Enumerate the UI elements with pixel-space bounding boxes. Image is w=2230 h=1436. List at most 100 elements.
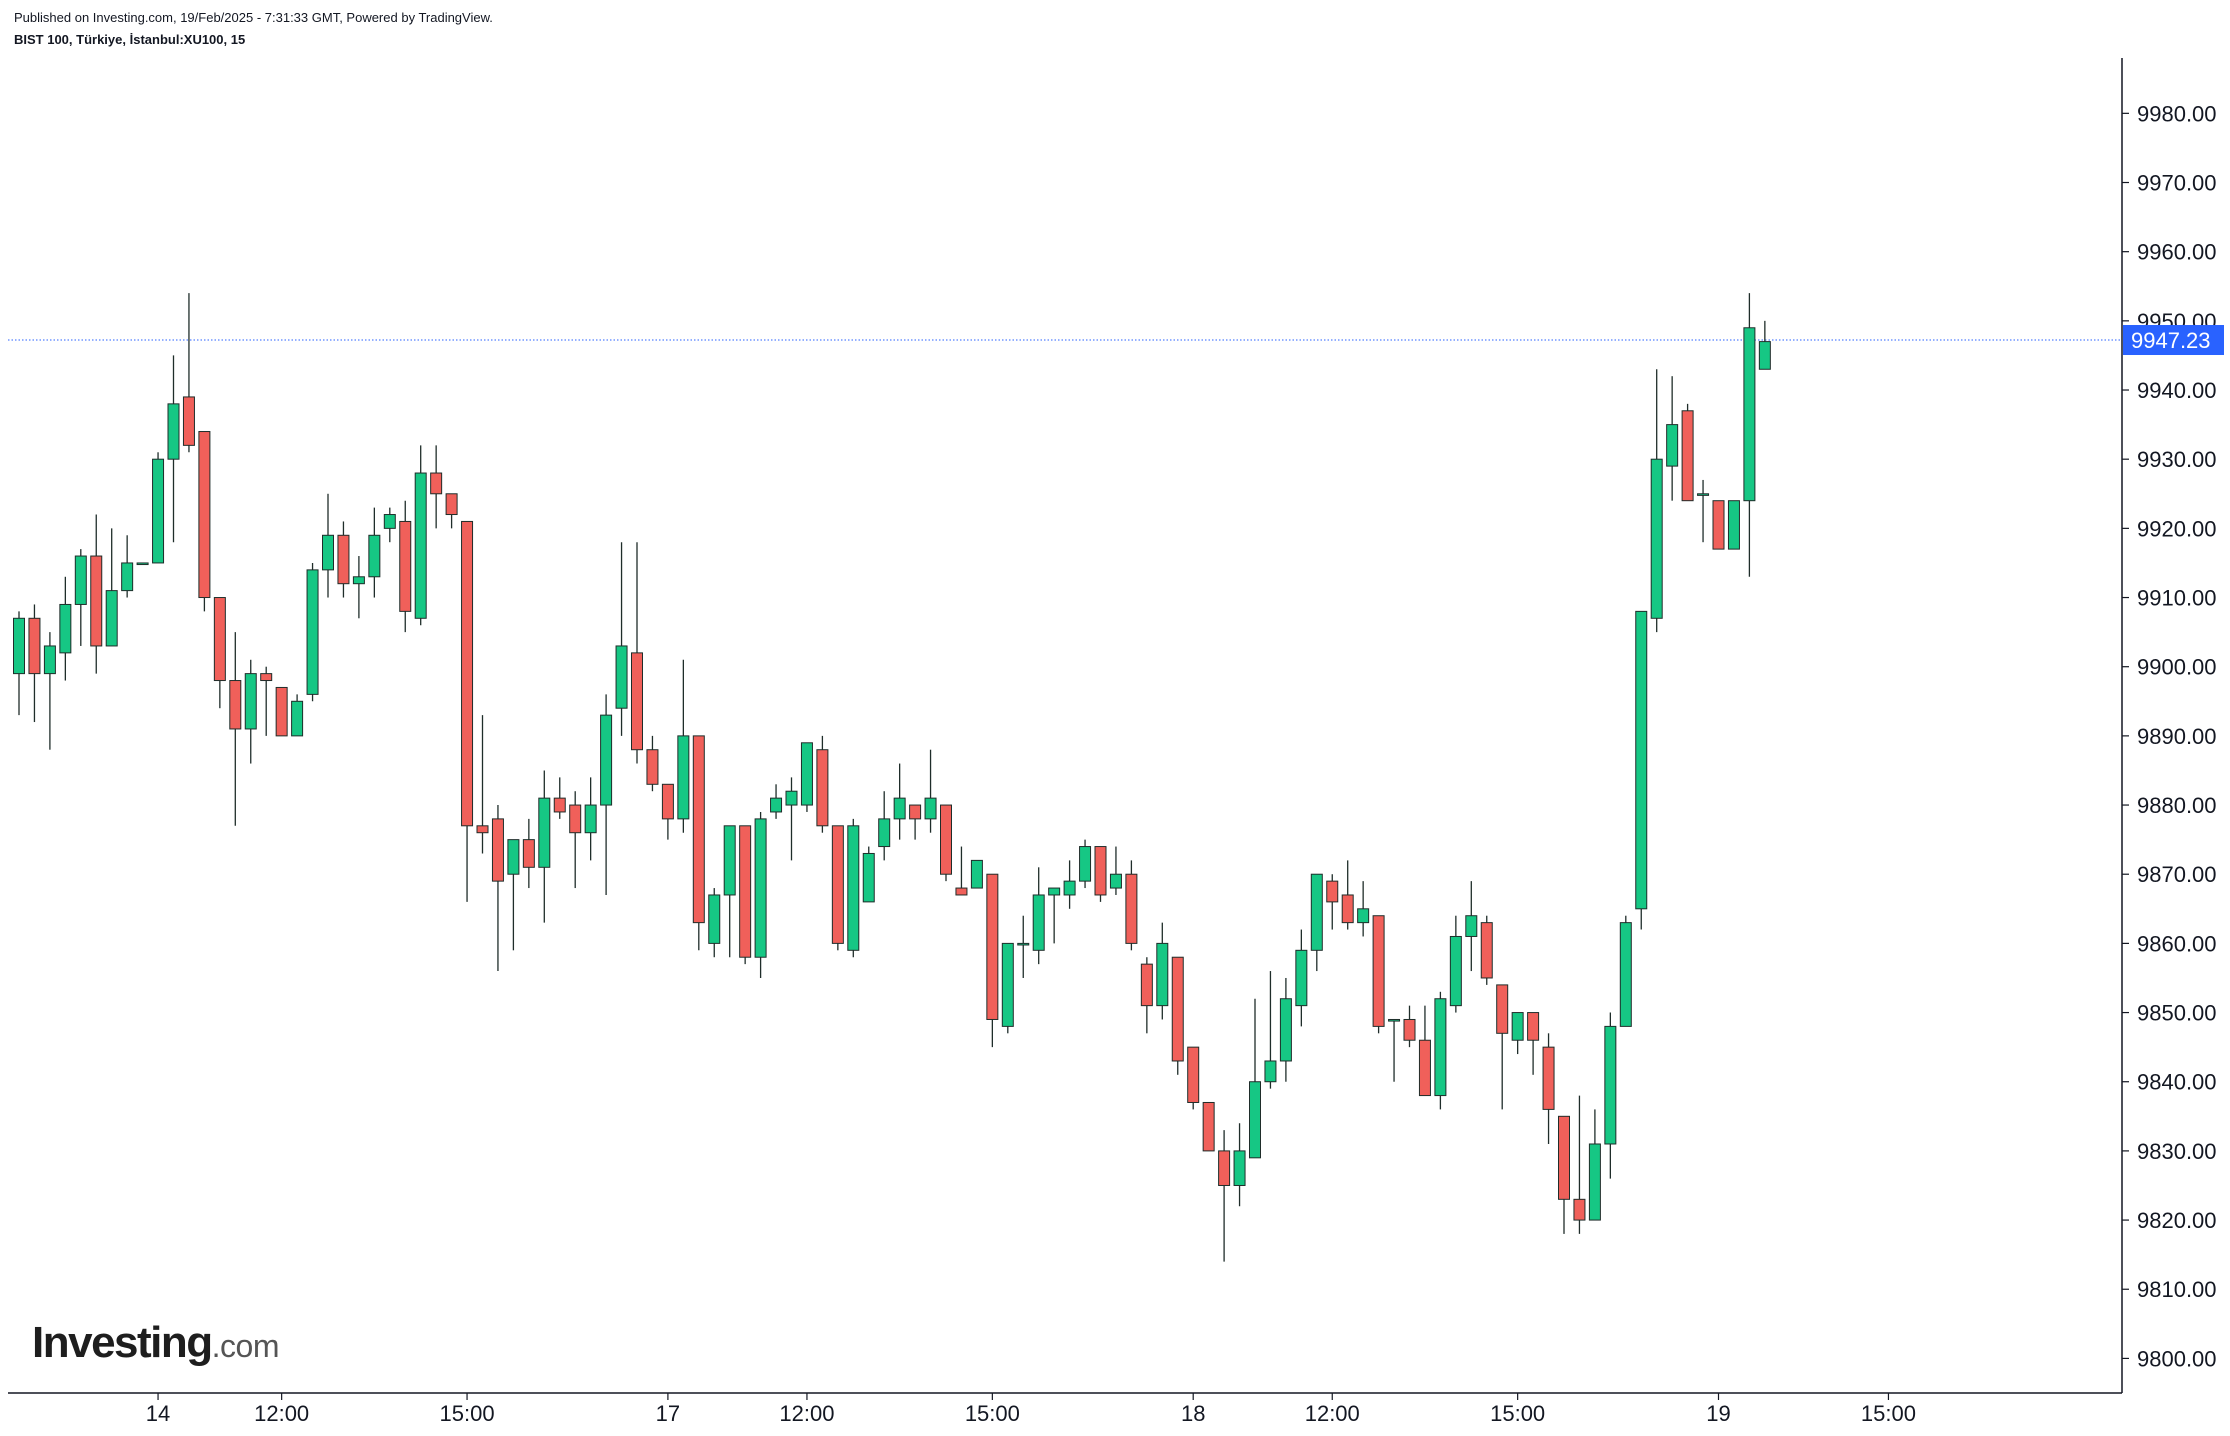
candle bbox=[152, 452, 165, 564]
candle bbox=[1619, 915, 1632, 1027]
candle-body bbox=[105, 590, 118, 647]
candle bbox=[1403, 1005, 1416, 1048]
candle-body bbox=[1604, 1025, 1617, 1145]
candle bbox=[1032, 867, 1045, 965]
candle bbox=[1372, 915, 1385, 1034]
candle-body bbox=[785, 790, 798, 806]
candle-body bbox=[1388, 1018, 1401, 1022]
candle-body bbox=[90, 555, 103, 647]
candle-body bbox=[924, 797, 937, 820]
axes-layer: 9800.00 9810.00 9820.00 9830.00 9840.00 9850.… bbox=[8, 58, 2224, 1426]
candle bbox=[1388, 1018, 1401, 1082]
candle bbox=[1418, 1005, 1431, 1097]
candle bbox=[1156, 922, 1169, 1020]
candle bbox=[1279, 977, 1292, 1082]
candle bbox=[1758, 320, 1771, 370]
x-tick-label: 12:00 bbox=[254, 1401, 309, 1426]
candle-body bbox=[1140, 963, 1153, 1007]
symbol-title: BIST 100, Türkiye, İstanbul:XU100, 15 bbox=[14, 32, 246, 47]
candle-body bbox=[414, 472, 427, 619]
candle bbox=[816, 735, 829, 833]
y-tick-label: 9900.00 bbox=[2137, 655, 2217, 680]
y-tick-label: 9960.00 bbox=[2137, 240, 2217, 265]
candle bbox=[507, 839, 520, 951]
candle-body bbox=[352, 576, 365, 585]
candle bbox=[646, 735, 659, 792]
candle-body bbox=[538, 797, 551, 868]
candle bbox=[167, 355, 180, 543]
candle-body bbox=[1187, 1046, 1200, 1103]
candle-body bbox=[878, 818, 891, 848]
candle bbox=[1542, 1033, 1555, 1144]
candle bbox=[770, 784, 783, 819]
candle bbox=[677, 659, 690, 833]
candle bbox=[584, 777, 597, 861]
candle-body bbox=[522, 839, 535, 868]
candle-body bbox=[229, 680, 242, 730]
candle-body bbox=[445, 493, 458, 516]
candle bbox=[1465, 881, 1478, 972]
candle bbox=[1511, 1012, 1524, 1055]
candle-body bbox=[940, 804, 952, 875]
candle bbox=[1326, 874, 1339, 930]
candle-body bbox=[1434, 998, 1447, 1097]
candle bbox=[1588, 1109, 1601, 1221]
published-note: Published on Investing.com, 19/Feb/2025 … bbox=[14, 10, 493, 25]
candle-body bbox=[569, 804, 582, 834]
candle bbox=[1743, 293, 1756, 577]
x-tick-label: 14 bbox=[146, 1401, 170, 1426]
candle bbox=[182, 293, 195, 453]
candle bbox=[59, 576, 72, 681]
candle bbox=[1341, 860, 1354, 930]
candle-body bbox=[1697, 493, 1710, 496]
candle bbox=[1527, 1012, 1540, 1075]
candle-body bbox=[461, 520, 474, 827]
candle-body bbox=[1341, 894, 1354, 924]
y-tick-label: 9880.00 bbox=[2137, 793, 2217, 818]
candle bbox=[414, 445, 427, 626]
candle-body bbox=[213, 597, 226, 682]
candle-body bbox=[862, 852, 875, 903]
candle bbox=[924, 749, 937, 833]
candle bbox=[538, 770, 551, 923]
y-tick-label: 9910.00 bbox=[2137, 586, 2217, 611]
candle bbox=[1712, 500, 1725, 550]
candle bbox=[1727, 500, 1740, 550]
logo-domain: .com bbox=[211, 1328, 280, 1364]
candle bbox=[692, 735, 705, 951]
candle-body bbox=[1094, 846, 1107, 896]
candle bbox=[1233, 1123, 1246, 1207]
candle-body bbox=[754, 818, 767, 958]
candle-body bbox=[1264, 1060, 1277, 1083]
candle bbox=[754, 811, 767, 978]
candle-body bbox=[1249, 1081, 1261, 1159]
candle bbox=[1295, 929, 1308, 1027]
y-tick-label: 9820.00 bbox=[2137, 1208, 2217, 1233]
candle-body bbox=[1635, 610, 1648, 910]
candle-body bbox=[708, 894, 721, 944]
candle-body bbox=[893, 797, 906, 820]
candle-body bbox=[1449, 935, 1462, 1007]
candle-body bbox=[1527, 1012, 1540, 1041]
candle bbox=[306, 562, 319, 702]
candle-body bbox=[1558, 1115, 1570, 1200]
candle bbox=[986, 873, 999, 1048]
candle bbox=[847, 818, 860, 958]
candle bbox=[399, 500, 412, 633]
candle bbox=[1001, 942, 1014, 1034]
candle bbox=[275, 686, 288, 737]
candle-body bbox=[646, 749, 659, 785]
candle bbox=[368, 507, 381, 598]
y-tick-label: 9810.00 bbox=[2137, 1277, 2217, 1302]
candle bbox=[1140, 957, 1153, 1034]
candle bbox=[955, 846, 968, 896]
y-tick-label: 9830.00 bbox=[2137, 1139, 2217, 1164]
candle-body bbox=[1048, 887, 1061, 896]
candle bbox=[569, 791, 582, 889]
candle-body bbox=[43, 645, 56, 675]
candle bbox=[476, 715, 489, 854]
candle-body bbox=[507, 839, 520, 875]
candle bbox=[291, 694, 304, 737]
candle-body bbox=[770, 797, 783, 813]
